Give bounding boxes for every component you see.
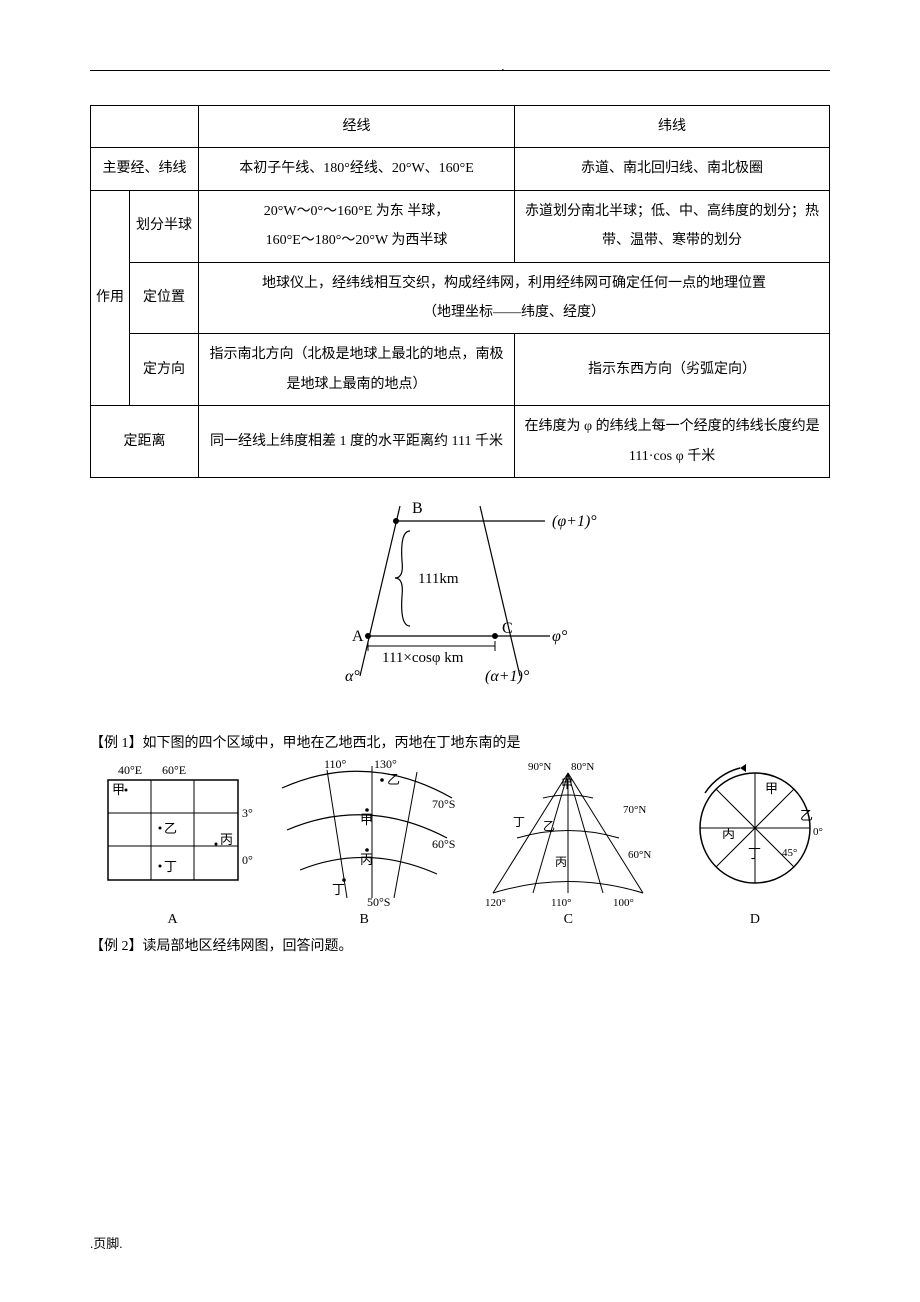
- panel-label-A: A: [90, 912, 255, 928]
- mapA-lat3: 3°: [242, 806, 253, 820]
- table-row: 经线 纬线: [91, 106, 830, 148]
- mapB-70s: 70°S: [432, 797, 455, 811]
- mapA-lon1: 40°E: [118, 763, 142, 777]
- cell-blank: [91, 106, 199, 148]
- label-phi: φ°: [552, 628, 568, 645]
- cell: 地球仪上，经纬线相互交织，构成经纬网，利用经纬网可确定任何一点的地理位置 （地理…: [199, 262, 830, 334]
- mapB-yi: 乙: [387, 772, 400, 787]
- mapB-130: 130°: [374, 758, 397, 771]
- cell-header-jingxian: 经线: [199, 106, 515, 148]
- mapA-bing: 丙: [220, 832, 233, 847]
- mapC-60n: 60°N: [628, 849, 651, 861]
- mapC-80n: 80°N: [571, 761, 594, 773]
- cell-rowspan-label: 作用: [91, 190, 130, 405]
- mapD-yi: 乙: [800, 808, 813, 823]
- panel-label-C: C: [473, 912, 663, 928]
- label-A: A: [352, 628, 364, 645]
- mapB-bing: 丙: [360, 852, 373, 867]
- cell: 20°W～0°～160°E 为东 半球， 160°E～180°～20°W 为西半…: [199, 190, 515, 262]
- panel-d: 甲 乙 丙 丁 45° 0°: [680, 758, 830, 898]
- mapC-70n: 70°N: [623, 804, 646, 816]
- panel-label-D: D: [680, 912, 830, 928]
- mapA-jia: 甲: [112, 782, 125, 797]
- mapC-120: 120°: [485, 897, 506, 908]
- cell: 定方向: [130, 334, 199, 406]
- label-B: B: [412, 500, 423, 517]
- panel-b: 110° 130° 70°S 60°S 50°S 乙 甲 丙 丁: [272, 758, 457, 908]
- mapA-ding: 丁: [164, 859, 177, 874]
- label-phi1: (φ+1)°: [552, 513, 597, 530]
- cell-main-lines: 主要经、纬线: [91, 148, 199, 190]
- label-111cos: 111×cosφ km: [382, 650, 464, 666]
- label-alpha: α°: [345, 668, 360, 685]
- mapD-jia: 甲: [765, 781, 778, 796]
- mapB-50s: 50°S: [367, 895, 390, 908]
- mapA-lon2: 60°E: [162, 763, 186, 777]
- table-row: 定距离 同一经线上纬度相差 1 度的水平距离约 111 千米 在纬度为 φ 的纬…: [91, 406, 830, 478]
- header-dot: ．: [500, 58, 512, 75]
- comparison-table: 经线 纬线 主要经、纬线 本初子午线、180°经线、20°W、160°E 赤道、…: [90, 105, 830, 478]
- table-row: 主要经、纬线 本初子午线、180°经线、20°W、160°E 赤道、南北回归线、…: [91, 148, 830, 190]
- cell: 指示东西方向（劣弧定向）: [515, 334, 830, 406]
- cell: 赤道划分南北半球；低、中、高纬度的划分；热带、温带、寒带的划分: [515, 190, 830, 262]
- mapD-ding: 丁: [748, 846, 761, 861]
- mapA-yi: 乙: [164, 821, 177, 836]
- panel-label-B: B: [272, 912, 457, 928]
- trapezoid-diagram: B C A (φ+1)° φ° α° (α+1)° 111km 111×cosφ…: [90, 486, 830, 691]
- panel-c: 90°N 80°N 70°N 60°N 120° 110° 100° 甲 丁 乙…: [473, 758, 663, 908]
- maps-row: 40°E 60°E 3° 0° 甲 乙 丙 丁 110° 130° 70°S: [90, 758, 830, 908]
- label-C: C: [502, 620, 513, 637]
- mapB-60s: 60°S: [432, 837, 455, 851]
- label-alpha1: (α+1)°: [485, 668, 530, 685]
- table-row: 定方向 指示南北方向（北极是地球上最北的地点，南极是地球上最南的地点） 指示东西…: [91, 334, 830, 406]
- cell: 赤道、南北回归线、南北极圈: [515, 148, 830, 190]
- table-row: 定位置 地球仪上，经纬线相互交织，构成经纬网，利用经纬网可确定任何一点的地理位置…: [91, 262, 830, 334]
- document-page: ． 经线 纬线 主要经、纬线 本初子午线、180°经线、20°W、160°E 赤…: [0, 0, 920, 1302]
- cell-header-weixian: 纬线: [515, 106, 830, 148]
- cell: 在纬度为 φ 的纬线上每一个经度的纬线长度约是 111·cos φ 千米: [515, 406, 830, 478]
- cell: 指示南北方向（北极是地球上最北的地点，南极是地球上最南的地点）: [199, 334, 515, 406]
- label-111km: 111km: [418, 571, 459, 587]
- mapD-bing: 丙: [722, 826, 735, 841]
- cell: 定位置: [130, 262, 199, 334]
- mapB-110: 110°: [324, 758, 347, 771]
- cell: 本初子午线、180°经线、20°W、160°E: [199, 148, 515, 190]
- example-1-text: 【例 1】如下图的四个区域中，甲地在乙地西北，丙地在丁地东南的是: [90, 731, 830, 756]
- table-row: 作用 划分半球 20°W～0°～160°E 为东 半球， 160°E～180°～…: [91, 190, 830, 262]
- panel-label-row: A B C D: [90, 912, 830, 928]
- mapD-0: 0°: [813, 826, 823, 838]
- example-2-text: 【例 2】读局部地区经纬网图，回答问题。: [90, 934, 830, 959]
- mapB-jia: 甲: [360, 812, 373, 827]
- mapC-100: 100°: [613, 897, 634, 908]
- mapC-110: 110°: [551, 897, 572, 908]
- footer-text: .页脚.: [90, 1233, 123, 1252]
- mapC-yi: 乙: [543, 819, 555, 833]
- mapC-jia: 甲: [561, 777, 573, 791]
- mapA-lat0: 0°: [242, 853, 253, 867]
- mapC-bing: 丙: [555, 855, 567, 869]
- mapB-ding: 丁: [332, 882, 345, 897]
- mapC-90n: 90°N: [528, 761, 551, 773]
- mapD-45: 45°: [782, 847, 797, 859]
- panel-a: 40°E 60°E 3° 0° 甲 乙 丙 丁: [90, 758, 255, 898]
- header-rule: [90, 70, 830, 71]
- cell: 定距离: [91, 406, 199, 478]
- mapC-ding: 丁: [513, 815, 525, 829]
- cell: 同一经线上纬度相差 1 度的水平距离约 111 千米: [199, 406, 515, 478]
- cell: 划分半球: [130, 190, 199, 262]
